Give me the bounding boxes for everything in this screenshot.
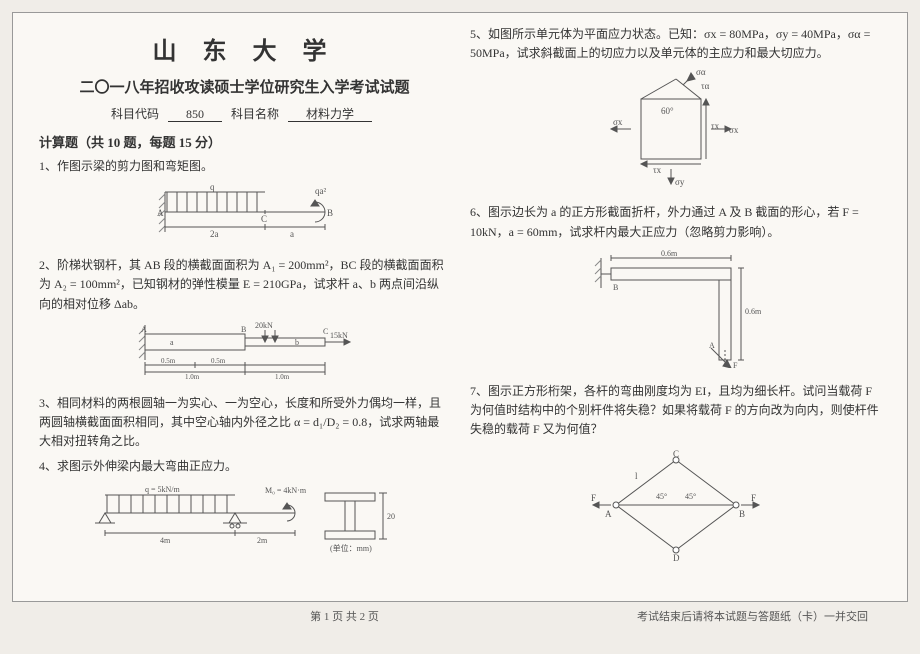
university-title: 山 东 大 学	[39, 31, 450, 66]
footer-note: 考试结束后请将本试题与答题纸（卡）一并交回	[637, 608, 868, 624]
svg-text:A: A	[141, 325, 147, 334]
svg-text:2m: 2m	[257, 536, 268, 545]
svg-text:b: b	[295, 338, 299, 347]
diagram-4: q = 5kN/m M₀ = 4kN·m 4m 2m 200 (单位：mm)	[39, 483, 450, 557]
svg-text:qa²: qa²	[315, 186, 326, 196]
diagram-2: A B C a b 20kN 15kN 0.5m 0.5m 1.0m 1.0m	[39, 320, 450, 384]
exam-subtitle: 二〇一八年招收攻读硕士学位研究生入学考试试题	[39, 76, 450, 97]
question-6: 6、图示边长为 a 的正方形截面折杆，外力通过 A 及 B 截面的形心，若 F …	[470, 203, 881, 241]
diagram-7: C B D A F F l 45° 45°	[470, 445, 881, 569]
question-1: 1、作图示梁的剪力图和弯矩图。	[39, 157, 450, 176]
svg-text:F: F	[733, 361, 738, 368]
svg-text:45°: 45°	[685, 492, 696, 501]
diagram-6: 0.6m 0.6m B A F	[470, 248, 881, 372]
svg-text:C: C	[323, 327, 328, 336]
svg-text:D: D	[673, 553, 680, 563]
svg-text:45°: 45°	[656, 492, 667, 501]
svg-text:σx: σx	[729, 125, 739, 135]
svg-text:τx: τx	[711, 121, 720, 131]
subject-code: 850	[168, 107, 222, 122]
svg-text:B: B	[613, 283, 618, 292]
question-7: 7、图示正方形桁架，各杆的弯曲刚度均为 EI，且均为细长杆。试问当载荷 F 为何…	[470, 382, 881, 440]
svg-text:q = 5kN/m: q = 5kN/m	[145, 485, 181, 494]
diagram-1: A B C q qa² 2a a	[39, 182, 450, 246]
left-column: 山 东 大 学 二〇一八年招收攻读硕士学位研究生入学考试试题 科目代码 850 …	[29, 21, 460, 593]
question-2: 2、阶梯状钢杆，其 AB 段的横截面面积为 A₁ = 200mm²，BC 段的横…	[39, 256, 450, 314]
page-number: 第 1 页 共 2 页	[310, 608, 379, 624]
svg-text:B: B	[241, 325, 246, 334]
svg-text:A: A	[157, 208, 164, 218]
subject-name: 材料力学	[288, 107, 372, 122]
svg-text:0.6m: 0.6m	[745, 307, 761, 316]
svg-text:4m: 4m	[160, 536, 171, 545]
svg-text:200: 200	[387, 512, 395, 521]
svg-text:2a: 2a	[210, 229, 219, 239]
svg-text:0.5m: 0.5m	[211, 357, 226, 365]
question-4: 4、求图示外伸梁内最大弯曲正应力。	[39, 457, 450, 476]
svg-text:0.5m: 0.5m	[161, 357, 176, 365]
svg-text:F: F	[591, 493, 596, 503]
question-3: 3、相同材料的两根圆轴一为实心、一为空心，长度和所受外力偶均一样，且两圆轴横截面…	[39, 394, 450, 452]
section-heading: 计算题（共 10 题，每题 15 分）	[39, 132, 450, 151]
svg-text:15kN: 15kN	[330, 331, 348, 340]
svg-text:a: a	[290, 229, 294, 239]
right-column: 5、如图所示单元体为平面应力状态。已知：σx = 80MPa，σy = 40MP…	[460, 21, 891, 593]
svg-text:σy: σy	[675, 177, 685, 187]
svg-text:0.6m: 0.6m	[661, 249, 678, 258]
subject-code-label: 科目代码	[111, 107, 159, 121]
page-footer: 第 1 页 共 2 页 考试结束后请将本试题与答题纸（卡）一并交回	[12, 602, 908, 624]
svg-text:A: A	[605, 509, 612, 519]
svg-text:(单位：mm): (单位：mm)	[330, 543, 372, 553]
svg-text:σα: σα	[696, 69, 706, 77]
subject-name-label: 科目名称	[231, 107, 279, 121]
svg-text:C: C	[673, 449, 679, 459]
svg-text:C: C	[261, 214, 267, 224]
svg-text:B: B	[739, 509, 745, 519]
svg-text:B: B	[327, 208, 333, 218]
svg-text:σx: σx	[613, 117, 623, 127]
diagram-5: 60° σx σx σy σα τα τx τx	[470, 69, 881, 193]
svg-text:τα: τα	[701, 81, 710, 91]
svg-text:q: q	[210, 182, 215, 192]
svg-text:1.0m: 1.0m	[275, 373, 290, 380]
svg-text:1.0m: 1.0m	[185, 373, 200, 380]
svg-text:F: F	[751, 493, 756, 503]
svg-text:l: l	[635, 471, 638, 481]
svg-text:τx: τx	[653, 165, 662, 175]
exam-page: 山 东 大 学 二〇一八年招收攻读硕士学位研究生入学考试试题 科目代码 850 …	[12, 12, 908, 602]
svg-text:M₀ = 4kN·m: M₀ = 4kN·m	[265, 486, 307, 495]
svg-text:A: A	[709, 341, 715, 350]
subject-row: 科目代码 850 科目名称 材料力学	[39, 105, 450, 122]
svg-text:a: a	[170, 338, 174, 347]
svg-text:20kN: 20kN	[255, 321, 273, 330]
question-5: 5、如图所示单元体为平面应力状态。已知：σx = 80MPa，σy = 40MP…	[470, 25, 881, 63]
svg-text:60°: 60°	[661, 106, 674, 116]
